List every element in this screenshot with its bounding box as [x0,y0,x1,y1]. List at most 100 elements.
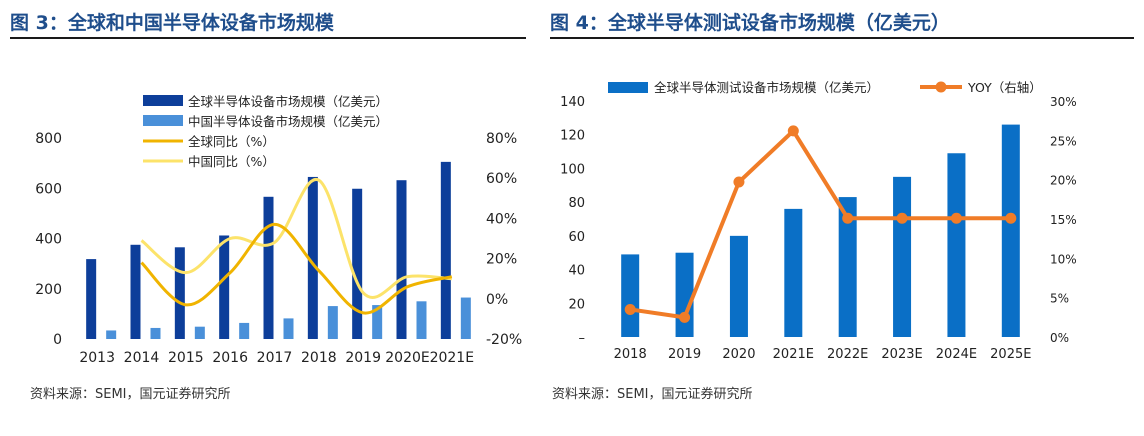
y2-tick-label: 60% [486,171,517,187]
y2-tick-label: 10% [1050,252,1077,266]
x-tick-label: 2020E [385,350,429,366]
y2-tick-label: 20% [1050,174,1077,188]
y2-tick-label: 5% [1050,292,1069,306]
x-tick-label: 2020 [722,347,755,362]
china-equipment-bar [372,305,383,339]
legend-china-yoy-label: 中国同比（%） [188,154,275,169]
figure-4-panel: 图 4：全球半导体测试设备市场规模（亿美元） – 20 40 60 80 100 120 14… [550,0,1144,436]
test-equipment-bar [838,197,857,337]
x-tick-label: 2021E [430,350,474,366]
global-equipment-bar [307,176,318,339]
legend-global-equipment-swatch [143,95,183,106]
figure-4-chart: – 20 40 60 80 100 120 140 0% 5% 10% 15% 20% 25% 30% 201… [560,80,1077,362]
y2-tick-label: 80% [486,131,517,147]
x-tick-label: 2013 [79,350,115,366]
legend-global-equipment-label: 全球半导体设备市场规模（亿美元） [188,94,388,109]
global-equipment-bar [86,259,97,339]
test-equipment-bar [1001,124,1020,337]
test-equipment-bar [784,208,803,337]
legend-test-equipment-label: 全球半导体测试设备市场规模（亿美元） [654,80,879,95]
x-tick-label: 2024E [936,347,977,362]
figure-3-rule [10,37,526,39]
x-tick-label: 2015 [168,350,204,366]
china-yoy-line [140,178,452,299]
test-equipment-bar [729,235,748,337]
y-tick-label: 400 [35,232,62,248]
yoy-point [842,212,854,224]
china-equipment-bar [106,330,117,339]
x-tick-label: 2016 [212,350,248,366]
y2-tick-label: 0% [1050,331,1069,345]
y-tick-label: – [579,331,586,346]
x-tick-label: 2021E [773,347,814,362]
china-equipment-bar [150,327,161,339]
yoy-point [733,176,745,188]
legend-test-equipment-swatch [608,82,648,93]
y-tick-label: 800 [35,131,62,147]
legend-china-equipment-label: 中国半导体设备市场规模（亿美元） [188,114,388,129]
global-equipment-bar [263,196,274,339]
y-tick-label: 120 [560,129,585,144]
yoy-point [679,311,691,323]
global-equipment-bar [396,180,407,339]
yoy-point [624,303,636,315]
y2-tick-label: 15% [1050,213,1077,227]
global-equipment-bar [440,161,451,339]
test-equipment-bar [893,176,912,337]
figure-3-source: 资料来源：SEMI，国元证券研究所 [30,387,231,402]
y2-tick-label: 0% [486,292,508,308]
global-equipment-bar [219,235,230,339]
x-tick-label: 2019 [345,350,381,366]
figure-3-panel: 图 3：全球和中国半导体设备市场规模 0 200 400 600 800 -20% 0% 20… [0,0,540,436]
x-tick-label: 2018 [614,347,647,362]
test-equipment-bar [621,254,640,337]
yoy-point [787,125,799,137]
global-equipment-bar [352,188,363,339]
figure-4-title: 图 4：全球半导体测试设备市场规模（亿美元） [550,12,950,34]
y2-tick-label: 30% [1050,95,1077,109]
global-equipment-bar [130,244,141,339]
legend-global-yoy-label: 全球同比（%） [188,134,275,149]
y2-tick-label: 40% [486,211,517,227]
figure-4-source: 资料来源：SEMI，国元证券研究所 [552,387,753,402]
figure-3-chart: 0 200 400 600 800 -20% 0% 20% 40% 60% 80% 2013 2014 2… [35,94,522,366]
yoy-point [896,212,908,224]
x-tick-label: 2022E [827,347,868,362]
yoy-point [950,212,962,224]
y-tick-label: 200 [35,282,62,298]
y-tick-label: 20 [568,297,585,312]
y2-tick-label: 20% [486,252,517,268]
legend-yoy-label: YOY（右轴） [967,80,1042,95]
china-equipment-bar [460,297,471,339]
y-tick-label: 80 [568,196,585,211]
china-equipment-bar [239,322,250,339]
y-tick-label: 60 [568,230,585,245]
china-equipment-bar [416,301,427,339]
test-equipment-bar [947,153,966,337]
y2-tick-label: -20% [486,332,522,348]
y-tick-label: 0 [53,332,62,348]
china-equipment-bar [194,326,205,339]
yoy-line [629,128,1011,320]
global-equipment-bar [174,247,185,339]
test-equipment-bar [675,252,694,337]
legend-yoy-marker [935,81,947,93]
y2-tick-label: 25% [1050,134,1077,148]
y-tick-label: 140 [560,95,585,110]
x-tick-label: 2018 [301,350,337,366]
yoy-point [1005,212,1017,224]
x-tick-label: 2023E [881,347,922,362]
y-tick-label: 100 [560,162,585,177]
legend-china-equipment-swatch [143,115,183,126]
china-equipment-bar [327,306,338,339]
y-tick-label: 40 [568,264,585,279]
x-tick-label: 2014 [124,350,160,366]
figure-4-rule [550,37,1134,39]
x-tick-label: 2017 [257,350,293,366]
x-tick-label: 2019 [668,347,701,362]
china-equipment-bar [283,318,294,339]
figure-3-title: 图 3：全球和中国半导体设备市场规模 [10,12,334,34]
global-yoy-line [140,222,453,315]
y-tick-label: 600 [35,181,62,197]
x-tick-label: 2025E [990,347,1031,362]
